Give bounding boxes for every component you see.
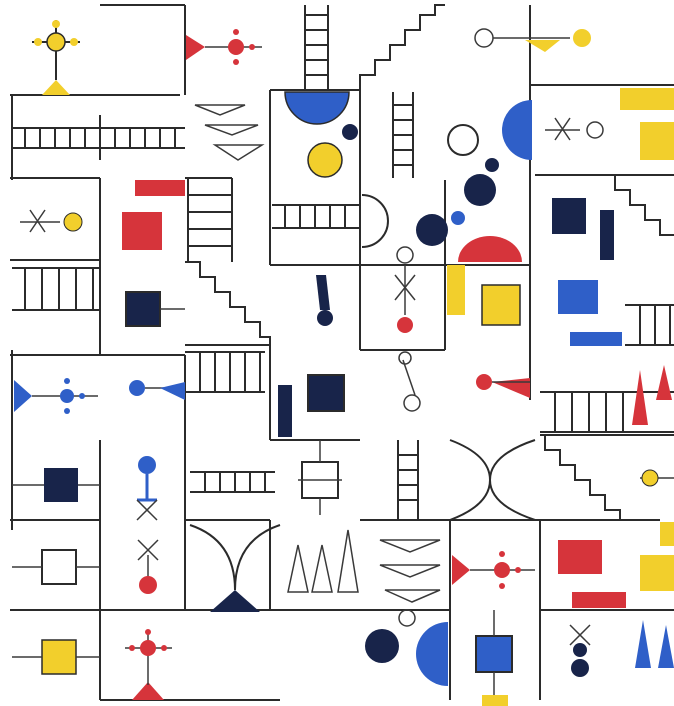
triangle-red-bottom xyxy=(132,682,164,700)
triangles-outline-bottom xyxy=(287,529,359,593)
triangles-outline-top xyxy=(194,104,265,161)
figure-glyph-navy-bottom xyxy=(569,624,591,677)
rect-red-right xyxy=(558,540,602,574)
pin-glyph-center xyxy=(398,351,421,412)
ladder-top-center xyxy=(304,5,329,90)
plug-glyph-center xyxy=(298,440,342,515)
square-navy-lower-left xyxy=(44,468,78,502)
staircase-top xyxy=(359,4,445,90)
ladder-vertical-lower xyxy=(397,440,419,520)
staircase-left-center xyxy=(185,261,271,345)
node-lines-left xyxy=(12,308,495,700)
cross-glyph-yellow-top xyxy=(32,20,80,80)
semicircle-blue-top xyxy=(284,91,350,125)
ladder-center-left xyxy=(185,351,265,393)
circle-navy-bottom xyxy=(365,629,399,663)
triangle-red-1 xyxy=(632,370,648,425)
square-navy-left xyxy=(125,291,161,327)
dot-navy-small xyxy=(342,124,358,140)
square-navy-center xyxy=(307,374,345,412)
circle-outline xyxy=(447,124,479,156)
semicircle-red xyxy=(458,236,522,262)
pin-glyph-red-right xyxy=(476,374,530,398)
rect-red-bar xyxy=(135,180,185,196)
scissor-glyph-left xyxy=(20,209,83,233)
cross-glyph-blue-left xyxy=(14,378,98,414)
staircase-right-upper xyxy=(600,174,674,236)
rect-yellow-top-right xyxy=(620,88,674,110)
cross-glyph-red-mid xyxy=(452,551,535,589)
scissor-glyph-right xyxy=(545,117,604,141)
triangle-red-2 xyxy=(656,365,672,400)
triangles-outline-lower xyxy=(379,539,441,603)
rect-yellow-right xyxy=(640,122,674,160)
circle-outline-small xyxy=(398,609,416,627)
figure-glyph-red-left xyxy=(137,539,159,594)
ladder-stair-left xyxy=(185,177,233,262)
ladder-left-rows xyxy=(12,267,100,311)
dot-navy-1 xyxy=(464,174,496,206)
pin-glyph-blue-left xyxy=(129,380,185,400)
cross-glyph-red-top xyxy=(186,29,262,65)
figure-glyph-blue-left xyxy=(136,456,158,521)
square-blue-bottom xyxy=(475,635,513,673)
rect-yellow-tall xyxy=(447,265,465,315)
bar-navy-center xyxy=(278,385,292,437)
bar-navy-right xyxy=(600,210,614,260)
dot-blue-small xyxy=(451,211,465,225)
dot-navy-2 xyxy=(416,214,448,246)
figure-glyph-red-center xyxy=(394,246,416,333)
rect-red-block xyxy=(122,212,162,250)
square-yellow-left xyxy=(41,639,77,675)
key-glyph-top-right xyxy=(474,28,591,52)
triangle-navy-1 xyxy=(635,620,651,668)
square-navy-right xyxy=(552,198,586,234)
triangle-yellow-top xyxy=(42,80,70,95)
ladder-right-upper xyxy=(625,304,674,346)
triangle-navy-2 xyxy=(658,625,674,668)
key-glyph-right-edge xyxy=(640,469,674,487)
hourglass-lower-left xyxy=(189,524,281,591)
dot-navy-3 xyxy=(485,158,499,172)
cross-glyph-red-lower xyxy=(125,629,172,685)
triangle-navy-bottom xyxy=(210,590,260,612)
bar-red-lower-right xyxy=(572,592,626,608)
rect-yellow-mid xyxy=(481,284,521,326)
staircase-right-lower xyxy=(544,435,621,520)
ladder-lower-center xyxy=(190,471,275,493)
square-yellow-edge xyxy=(660,522,674,546)
circle-yellow-top xyxy=(307,142,343,178)
yellow-base-bottom xyxy=(482,695,508,706)
square-blue-right xyxy=(558,280,598,314)
bar-blue-right xyxy=(570,332,622,346)
ladder-horizontal-mid xyxy=(272,204,360,229)
rect-yellow-lower-right xyxy=(640,555,674,591)
exclamation-glyph xyxy=(316,275,333,326)
ladder-vertical-mid xyxy=(392,92,414,178)
hourglass-right-mid xyxy=(449,439,536,521)
ladder-horizontal-left xyxy=(12,115,185,160)
semicircle-outline xyxy=(361,194,389,248)
ladder-right-mid xyxy=(540,391,674,433)
semicircle-blue-right xyxy=(502,100,532,160)
semicircle-blue-bottom xyxy=(416,622,448,686)
